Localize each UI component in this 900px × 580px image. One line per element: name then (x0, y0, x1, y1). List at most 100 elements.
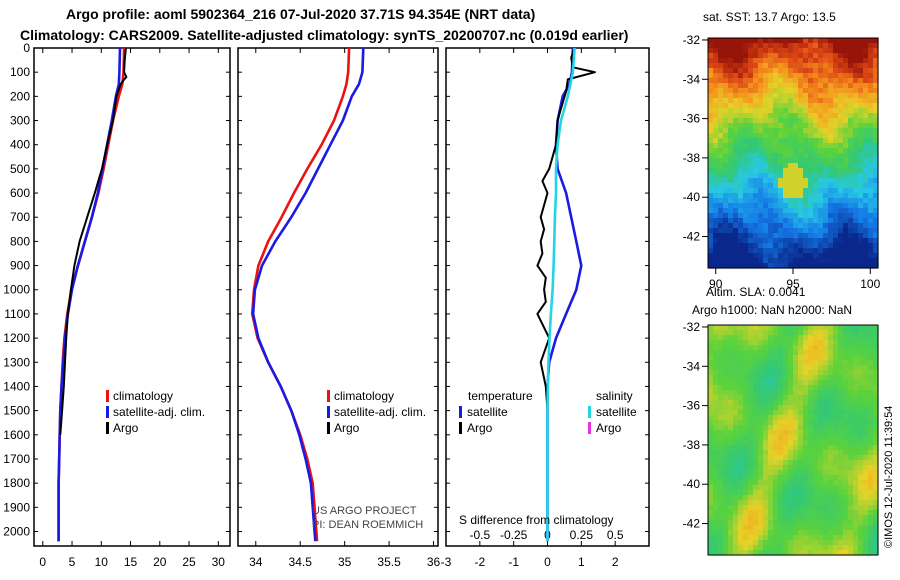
map-cell (763, 148, 769, 154)
map-cell (833, 38, 839, 44)
map-cell (743, 223, 749, 229)
map-cell (868, 88, 874, 94)
map-cell (838, 108, 844, 114)
map-cell (848, 360, 854, 366)
map-cell (778, 380, 784, 386)
map-cell (733, 153, 739, 159)
title-line-2: Climatology: CARS2009. Satellite-adjuste… (20, 27, 628, 43)
map-cell (763, 248, 769, 254)
map-cell (743, 253, 749, 259)
map-cell (748, 188, 754, 194)
map-cell (823, 470, 829, 476)
map-cell (748, 53, 754, 59)
map-cell (813, 73, 819, 79)
temperature-panel: 0100200300400500600700800900100011001200… (3, 41, 231, 569)
map-cell (798, 183, 804, 189)
map-cell (818, 138, 824, 144)
map-cell (843, 153, 849, 159)
map-cell (863, 485, 869, 491)
map-cell (743, 445, 749, 451)
map-cell (853, 360, 859, 366)
map-cell (868, 400, 874, 406)
map-cell (748, 440, 754, 446)
map-cell (758, 78, 764, 84)
map-cell (873, 188, 879, 194)
map-cell (798, 223, 804, 229)
map-cell (858, 405, 864, 411)
map-cell (808, 410, 814, 416)
map-cell (763, 540, 769, 546)
map-cell (743, 450, 749, 456)
map-cell (803, 203, 809, 209)
map-cell (863, 395, 869, 401)
map-cell (813, 93, 819, 99)
map-cell (803, 490, 809, 496)
map-cell (783, 103, 789, 109)
map-cell (823, 370, 829, 376)
map-cell (813, 158, 819, 164)
map-cell (798, 53, 804, 59)
map-cell (778, 340, 784, 346)
map-cell (848, 43, 854, 49)
map-cell (713, 365, 719, 371)
map-cell (743, 340, 749, 346)
map-cell (723, 83, 729, 89)
map-cell (833, 465, 839, 471)
map-cell (788, 435, 794, 441)
map-cell (858, 153, 864, 159)
map-cell (853, 400, 859, 406)
map-cell (733, 535, 739, 541)
map-cell (718, 173, 724, 179)
map-cell (733, 108, 739, 114)
map-cell (743, 535, 749, 541)
map-cell (748, 243, 754, 249)
map-cell (793, 420, 799, 426)
map-cell (833, 148, 839, 154)
map-cell (828, 470, 834, 476)
map-cell (788, 88, 794, 94)
map-cell (748, 475, 754, 481)
map-cell (778, 465, 784, 471)
map-cell (718, 475, 724, 481)
map-cell (803, 400, 809, 406)
map-cell (723, 340, 729, 346)
map-cell (798, 243, 804, 249)
map-cell (743, 530, 749, 536)
map-cell (868, 78, 874, 84)
map-cell (713, 103, 719, 109)
map-cell (868, 173, 874, 179)
map-cell (793, 475, 799, 481)
map-cell (873, 178, 879, 184)
map-cell (843, 545, 849, 551)
map-cell (763, 505, 769, 511)
map-cell (833, 78, 839, 84)
map-cell (728, 93, 734, 99)
map-cell (788, 163, 794, 169)
map-cell (853, 340, 859, 346)
map-cell (833, 258, 839, 264)
map-cell (758, 345, 764, 351)
map-cell (848, 208, 854, 214)
map-cell (733, 485, 739, 491)
map-cell (858, 128, 864, 134)
map-cell (738, 420, 744, 426)
map-cell (848, 410, 854, 416)
map-cell (798, 213, 804, 219)
map-cell (833, 103, 839, 109)
map-cell (868, 153, 874, 159)
map-cell (743, 520, 749, 526)
map-cell (723, 520, 729, 526)
x-tick-label: -1 (508, 555, 519, 569)
map-cell (773, 208, 779, 214)
map-cell (728, 440, 734, 446)
map-cell (753, 43, 759, 49)
map-cell (708, 183, 714, 189)
map-cell (783, 193, 789, 199)
map-cell (783, 158, 789, 164)
map-cell (848, 78, 854, 84)
map-cell (843, 380, 849, 386)
map-cell (848, 500, 854, 506)
map-cell (738, 430, 744, 436)
map-cell (728, 53, 734, 59)
map-cell (833, 545, 839, 551)
